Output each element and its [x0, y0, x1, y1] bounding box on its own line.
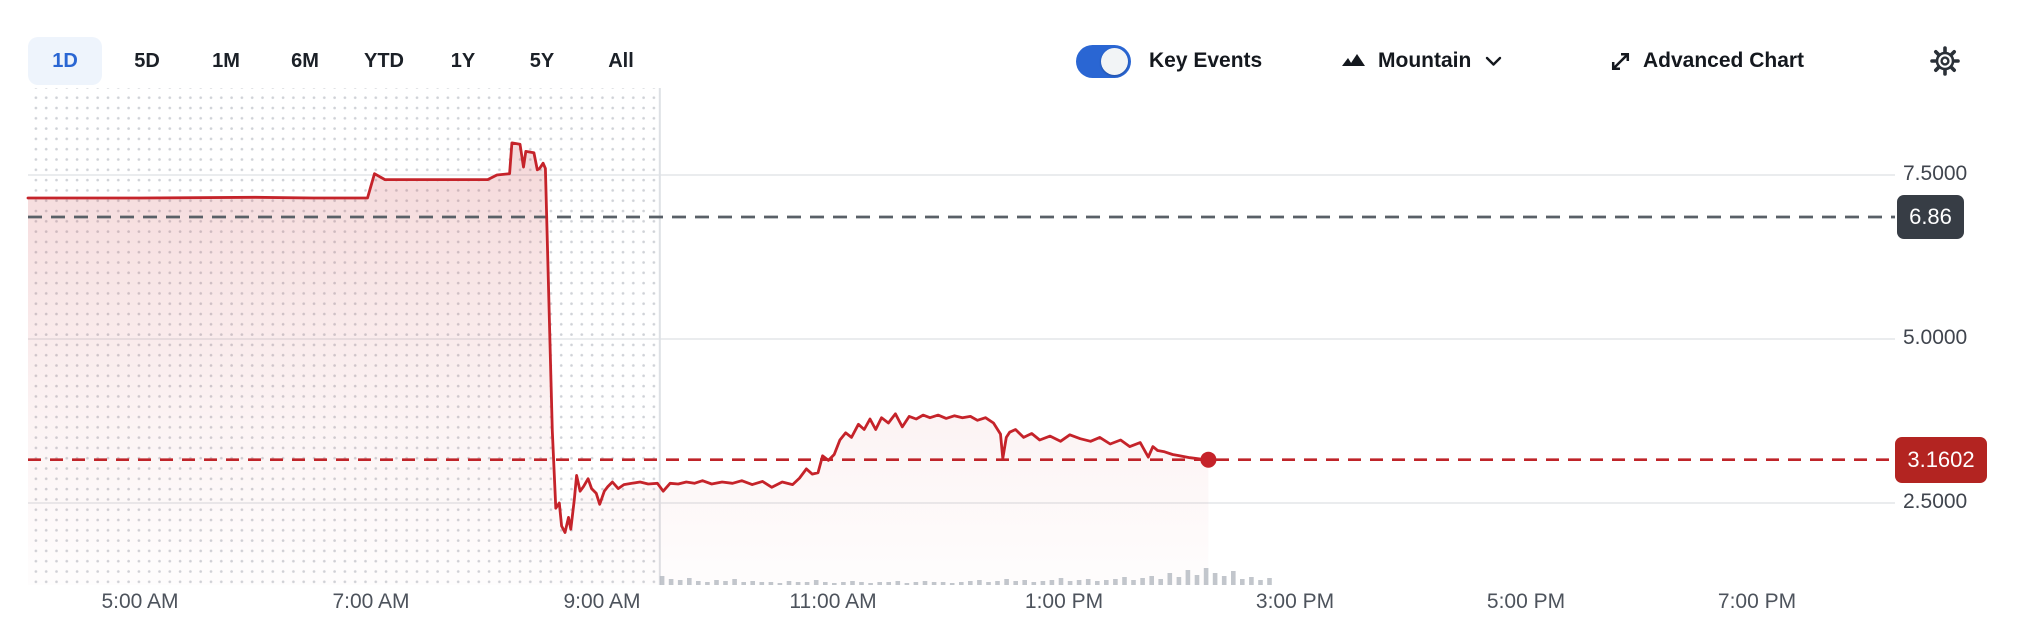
diagonal-arrows-icon: [1608, 49, 1633, 74]
x-axis-label: 9:00 AM: [563, 590, 641, 613]
chart-toolbar: 1D 5D 1M 6M YTD 1Y 5Y All Key Events Mountain: [0, 0, 2020, 86]
previous-close-badge: 6.86: [1897, 194, 1964, 239]
y-axis-label: 7.5000: [1903, 162, 1968, 185]
x-axis-label: 5:00 PM: [1486, 590, 1566, 613]
x-axis-label: 1:00 PM: [1024, 590, 1104, 613]
x-axis-label: 7:00 PM: [1717, 590, 1797, 613]
price-area-fill: [28, 142, 1209, 585]
gear-icon: [1928, 44, 1962, 78]
x-axis-label: 3:00 PM: [1255, 590, 1335, 613]
x-axis-label: 11:00 AM: [789, 590, 877, 613]
advanced-chart-button[interactable]: Advanced Chart: [1608, 44, 1804, 78]
chart-type-dropdown[interactable]: Mountain: [1341, 44, 1502, 78]
tab-5y[interactable]: 5Y: [529, 50, 555, 72]
tab-1d[interactable]: 1D: [28, 37, 102, 85]
tab-1y[interactable]: 1Y: [450, 50, 476, 72]
price-line: [26, 141, 1210, 534]
key-events-label: Key Events: [1149, 49, 1263, 72]
settings-gear-button[interactable]: [1928, 44, 1962, 78]
tab-5d[interactable]: 5D: [134, 50, 160, 72]
tab-1m[interactable]: 1M: [212, 50, 240, 72]
toggle-knob: [1101, 47, 1128, 75]
last-price-badge: 3.1602: [1895, 436, 1987, 483]
time-range-tabs: 1D 5D 1M 6M YTD 1Y 5Y All: [28, 37, 655, 85]
advanced-chart-label: Advanced Chart: [1643, 49, 1805, 72]
x-axis-label: 7:00 AM: [332, 590, 410, 613]
y-axis-label: 2.5000: [1903, 490, 1968, 513]
chart-type-label: Mountain: [1378, 49, 1472, 72]
key-events-control: Key Events: [1076, 44, 1262, 78]
tab-6m[interactable]: 6M: [291, 50, 319, 72]
tab-all[interactable]: All: [608, 50, 634, 72]
x-axis-label: 5:00 AM: [101, 590, 179, 613]
mountain-icon: [1341, 51, 1368, 71]
last-price-marker: [1200, 451, 1217, 468]
chevron-down-icon: [1485, 56, 1502, 67]
tab-ytd[interactable]: YTD: [364, 50, 404, 72]
key-events-toggle[interactable]: [1076, 44, 1131, 78]
y-axis-label: 5.0000: [1903, 326, 1968, 349]
